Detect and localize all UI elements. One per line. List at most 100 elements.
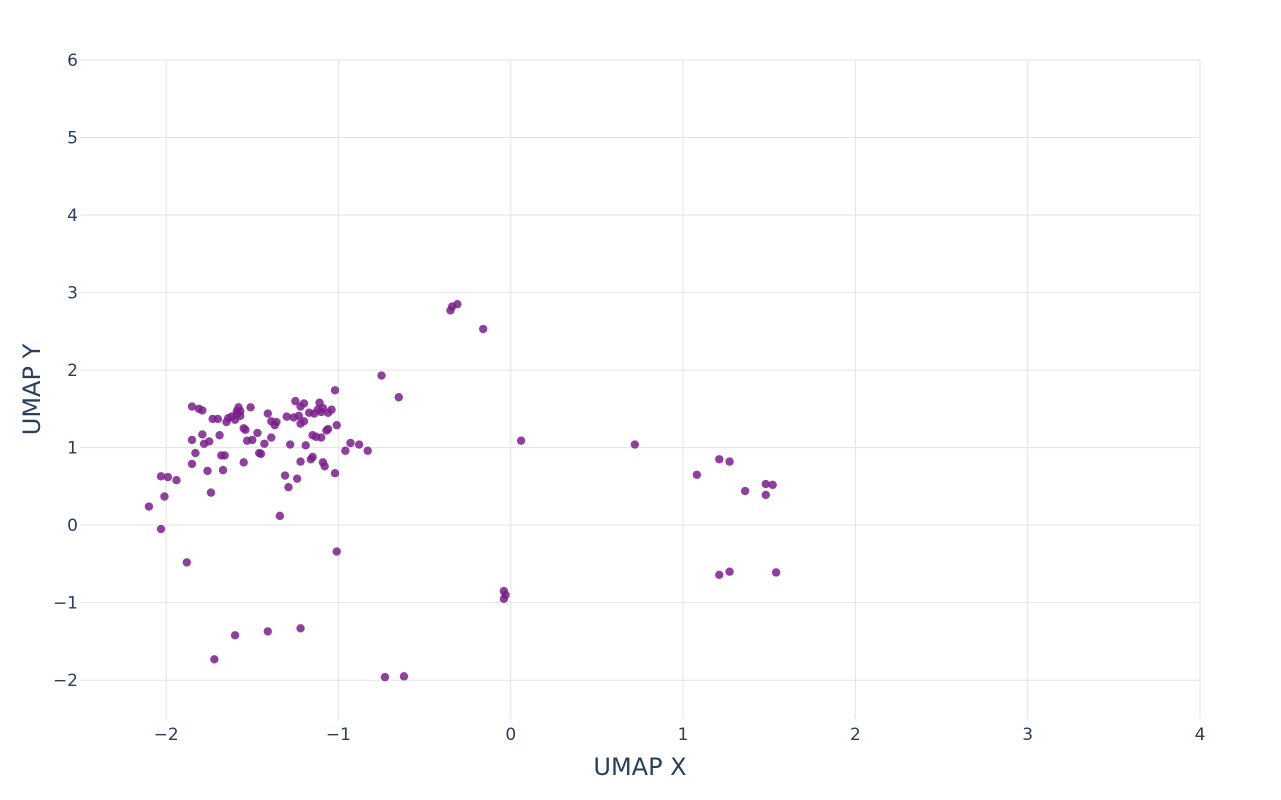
data-point <box>323 424 333 434</box>
x-axis-title: UMAP X <box>593 753 686 781</box>
data-point <box>206 488 216 497</box>
data-point <box>692 470 702 479</box>
data-point <box>399 672 409 681</box>
data-point <box>479 324 488 334</box>
data-point <box>239 458 248 467</box>
data-point <box>453 300 462 309</box>
x-tick-label: 2 <box>850 725 861 745</box>
y-tick-label: −2 <box>53 671 78 691</box>
data-point <box>771 568 781 577</box>
y-tick-labels: −2 −1 0 1 2 3 4 5 6 <box>53 51 78 691</box>
data-point <box>182 558 192 567</box>
data-point <box>272 417 281 427</box>
data-point <box>282 412 291 421</box>
data-point <box>241 425 250 435</box>
data-point <box>630 440 640 449</box>
data-point <box>187 459 197 469</box>
x-tick-label: 0 <box>505 725 516 745</box>
data-point <box>299 417 309 426</box>
data-point <box>294 411 304 421</box>
x-tick-label: −2 <box>154 725 179 745</box>
scatter-points <box>144 300 781 682</box>
data-point <box>263 409 273 418</box>
x-tick-labels: −2 −1 0 1 2 3 4 <box>154 725 1206 745</box>
data-point <box>301 441 310 450</box>
data-point <box>213 414 223 424</box>
data-point <box>394 393 403 402</box>
data-point <box>341 446 350 455</box>
data-point <box>248 435 257 445</box>
data-point <box>354 440 364 449</box>
data-point <box>215 431 224 440</box>
data-point <box>203 466 212 476</box>
data-point <box>260 439 269 448</box>
data-point <box>172 476 181 485</box>
x-tick-label: −1 <box>326 725 351 745</box>
data-point <box>198 406 207 415</box>
data-point <box>286 440 295 449</box>
data-point <box>740 486 750 496</box>
y-tick-label: 2 <box>67 361 78 381</box>
data-point <box>317 433 326 442</box>
data-point <box>292 474 302 483</box>
data-point <box>332 547 341 556</box>
data-point <box>187 402 197 411</box>
y-axis-title: UMAP Y <box>18 343 46 435</box>
data-point <box>768 480 777 490</box>
data-point <box>210 655 219 664</box>
y-tick-label: 3 <box>67 284 78 304</box>
data-point <box>501 590 510 600</box>
data-point <box>246 403 255 412</box>
y-gridlines <box>80 59 1200 681</box>
data-point <box>284 482 293 492</box>
data-point <box>299 399 309 408</box>
data-point <box>144 502 154 511</box>
y-tick-label: 6 <box>67 51 78 71</box>
data-point <box>160 492 169 501</box>
y-tick-label: 4 <box>67 206 78 226</box>
data-point <box>236 407 245 416</box>
data-point <box>267 433 276 442</box>
data-point <box>163 472 173 482</box>
data-point <box>330 469 340 478</box>
x-tick-label: 4 <box>1195 725 1206 745</box>
data-point <box>263 627 273 636</box>
data-point <box>363 446 372 455</box>
data-point <box>761 490 770 500</box>
data-point <box>320 462 329 471</box>
data-point <box>280 471 290 480</box>
data-point <box>230 631 240 640</box>
data-point <box>715 455 724 464</box>
data-point <box>291 396 300 406</box>
y-tick-label: 5 <box>67 129 78 149</box>
data-point <box>205 437 214 446</box>
data-point <box>308 452 317 462</box>
data-point <box>218 465 228 475</box>
data-point <box>156 472 166 481</box>
y-tick-label: 0 <box>67 516 78 536</box>
data-point <box>296 624 305 633</box>
data-point <box>346 438 355 448</box>
data-point <box>377 371 386 380</box>
x-tick-label: 3 <box>1022 725 1033 745</box>
data-point <box>187 435 197 445</box>
data-point <box>256 449 266 459</box>
data-point <box>220 451 229 460</box>
data-point <box>332 420 341 430</box>
data-point <box>725 457 734 466</box>
data-point <box>275 511 285 521</box>
data-point <box>191 448 200 458</box>
data-point <box>296 457 305 466</box>
data-point <box>516 436 526 445</box>
data-point <box>327 405 336 414</box>
data-point <box>330 386 340 395</box>
x-gridlines <box>165 60 1201 719</box>
data-point <box>380 672 390 682</box>
y-tick-label: 1 <box>67 439 78 459</box>
y-tick-label: −1 <box>53 594 78 614</box>
data-point <box>725 567 734 576</box>
data-point <box>715 570 724 579</box>
data-point <box>156 524 166 534</box>
data-point <box>761 479 770 489</box>
